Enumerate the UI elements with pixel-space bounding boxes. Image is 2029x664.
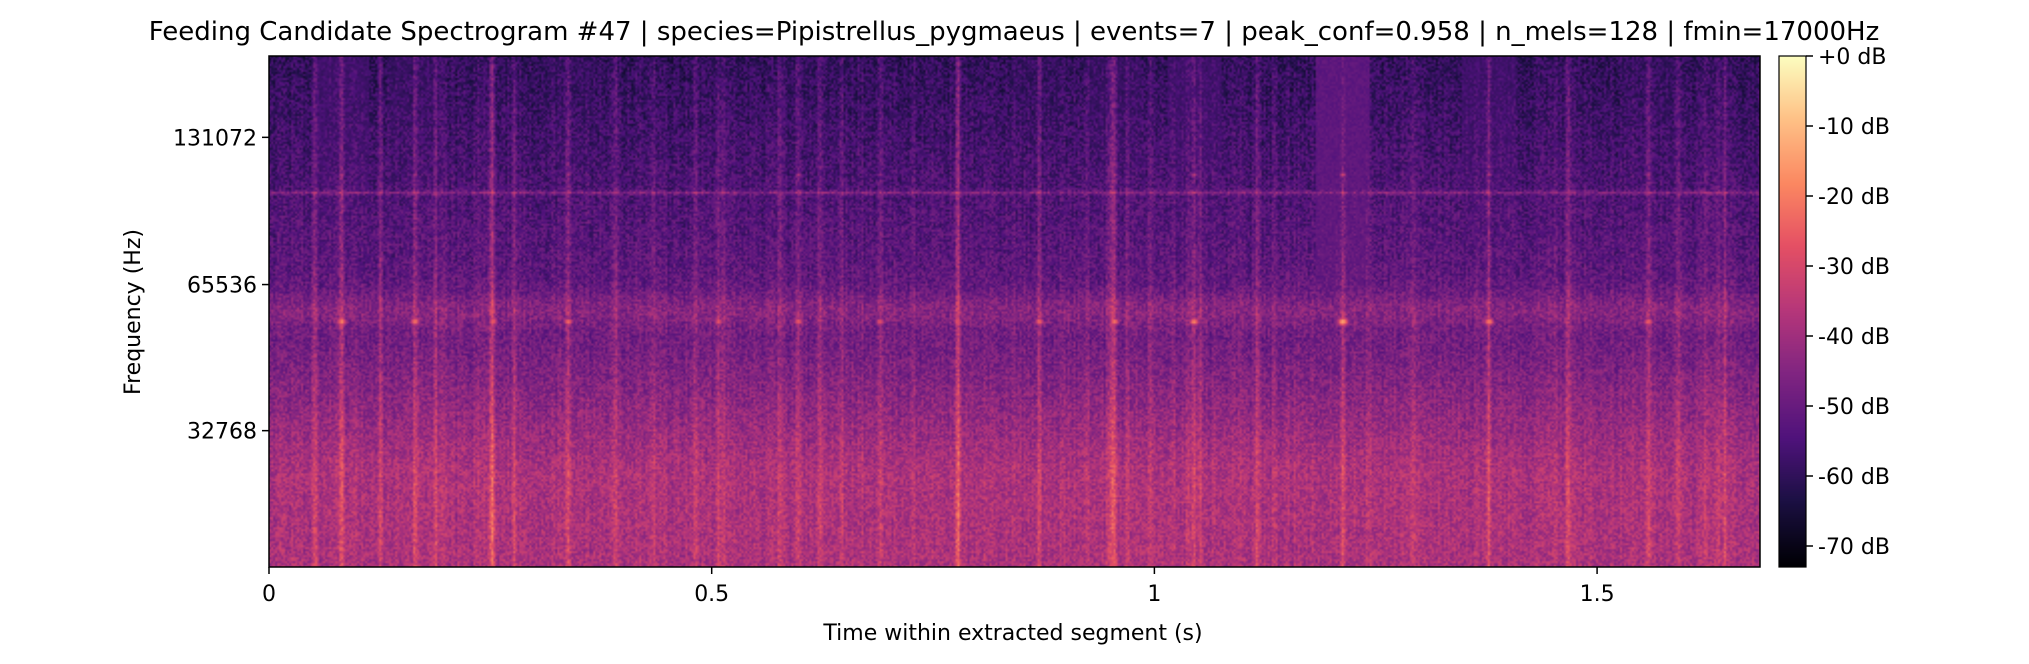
colorbar-tick-label: -40 dB xyxy=(1818,325,1890,350)
x-axis: 0 0.5 1 1.5 xyxy=(262,567,1615,607)
colorbar-frame xyxy=(1778,55,1807,568)
chart-title: Feeding Candidate Spectrogram #47 | spec… xyxy=(149,17,1880,47)
colorbar-gradient xyxy=(1779,56,1806,567)
colorbar-tick-label: +0 dB xyxy=(1818,45,1886,70)
x-tick-label: 0.5 xyxy=(694,582,729,607)
colorbar-tick-label: -20 dB xyxy=(1818,185,1890,210)
y-tick-label: 131072 xyxy=(173,126,257,151)
colorbar-ticks: +0 dB -10 dB -20 dB -30 dB -40 dB -50 dB -60 d… xyxy=(1806,45,1890,560)
x-tick-label: 0 xyxy=(262,582,276,607)
colorbar-tick-label: -50 dB xyxy=(1818,395,1890,420)
colorbar-tick-label: -10 dB xyxy=(1818,115,1890,140)
x-tick-label: 1.5 xyxy=(1580,582,1615,607)
spectrogram-plot xyxy=(268,55,1761,568)
x-axis-label: Time within extracted segment (s) xyxy=(822,621,1202,646)
plot-frame xyxy=(268,55,1761,568)
y-axis-label: Frequency (Hz) xyxy=(121,229,146,395)
y-tick-label: 32768 xyxy=(187,420,257,445)
y-axis: 32768 65536 131072 xyxy=(173,126,269,445)
colorbar-tick-label: -30 dB xyxy=(1818,255,1890,280)
colorbar-tick-label: -70 dB xyxy=(1818,535,1890,560)
spectrogram-image xyxy=(269,56,1760,567)
colorbar-tick-label: -60 dB xyxy=(1818,465,1890,490)
x-tick-label: 1 xyxy=(1147,582,1161,607)
colorbar: +0 dB -10 dB -20 dB -30 dB -40 dB -50 dB -60 d… xyxy=(1778,45,1890,568)
y-tick-label: 65536 xyxy=(187,274,257,299)
